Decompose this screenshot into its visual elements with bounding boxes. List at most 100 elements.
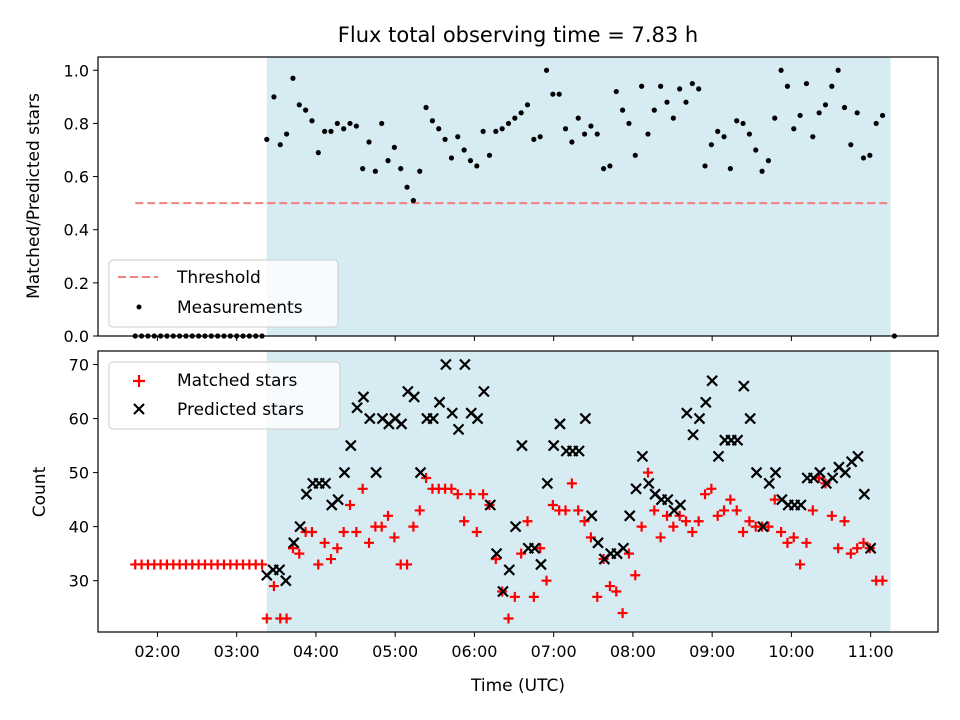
predicted-point	[484, 499, 497, 511]
measurement-point	[664, 99, 670, 105]
predicted-point	[516, 439, 528, 452]
measurement-point	[746, 131, 752, 137]
matched-point	[611, 586, 622, 597]
matched-point	[769, 494, 780, 505]
predicted-point	[674, 499, 687, 511]
matched-point	[383, 510, 394, 521]
measurement-point	[372, 168, 378, 174]
matched-point	[681, 516, 691, 527]
predicted-point	[446, 407, 459, 419]
top-axes-frame	[97, 56, 939, 337]
predicted-point	[273, 564, 286, 576]
matched-point	[357, 483, 368, 494]
predicted-point	[414, 466, 427, 479]
matched-legend-label: Matched stars	[177, 371, 297, 391]
bottom-panel: 30 40 50 60 70 02:00 03:00 04:00 05:00 06:00 07:0…	[30, 350, 939, 696]
measurement-point	[543, 67, 550, 73]
measurement-point	[816, 110, 822, 116]
predicted-point	[573, 445, 585, 457]
predicted-point	[592, 537, 604, 549]
measurement-point	[848, 142, 854, 148]
matched-point	[421, 472, 432, 483]
measurement-point	[385, 158, 391, 164]
top-x-ticks	[156, 336, 872, 341]
matched-point	[700, 489, 711, 500]
matched-point	[261, 613, 272, 624]
measurement-point	[734, 118, 740, 124]
measurement-point	[645, 131, 651, 137]
predicted-point	[319, 477, 332, 490]
measurement-point	[448, 155, 455, 161]
matched-point	[338, 527, 349, 538]
matched-point	[459, 516, 470, 527]
top-legend-box	[108, 259, 339, 328]
matched-point	[547, 500, 558, 511]
x-tick-label: 11:00	[848, 642, 894, 661]
matched-point	[668, 521, 679, 532]
predicted-point	[471, 412, 484, 425]
measurement-point	[423, 104, 429, 111]
predicted-point	[440, 358, 452, 371]
predicted-point	[497, 585, 509, 598]
measurement-point	[404, 184, 410, 190]
measurement-point	[677, 86, 683, 92]
measurement-point	[334, 120, 340, 127]
measurement-point	[322, 128, 328, 134]
predicted-legend-label: Predicted stars	[177, 400, 304, 420]
predicted-point	[452, 423, 465, 436]
bottom-legend-box	[108, 361, 341, 430]
predicted-point	[345, 439, 357, 452]
matched-point	[807, 505, 818, 516]
matched-point	[560, 505, 571, 516]
matched-point	[325, 554, 336, 565]
measurement-point	[727, 166, 733, 172]
matched-point	[389, 532, 400, 543]
matched-point	[617, 608, 628, 619]
matched-point	[649, 505, 660, 516]
matched-point	[313, 559, 324, 570]
predicted-point	[338, 466, 351, 479]
top-y-axis-label: Matched/Predicted stars	[24, 93, 44, 299]
measurement-point	[436, 126, 442, 132]
matched-point	[833, 543, 844, 554]
measurement-point	[486, 152, 493, 158]
matched-point	[719, 505, 730, 516]
x-tick-label: 03:00	[214, 642, 260, 661]
predicted-point	[332, 493, 344, 506]
measurement-point	[772, 115, 778, 121]
predicted-point	[795, 499, 807, 511]
measurement-point	[493, 128, 499, 134]
matched-point	[281, 613, 292, 624]
matched-point	[706, 483, 717, 494]
measurement-point	[715, 128, 721, 134]
measurement-point	[442, 136, 448, 142]
y-tick-label: 50	[69, 464, 89, 483]
y-tick-label: 0.6	[64, 168, 89, 187]
predicted-point	[617, 542, 630, 555]
measurement-point	[753, 147, 759, 153]
measurement-point	[391, 144, 397, 150]
matched-point	[738, 527, 749, 538]
measurement-point	[505, 120, 512, 127]
measurement-point	[531, 136, 537, 142]
predicted-point	[585, 510, 598, 522]
measurement-point	[398, 166, 404, 172]
matched-point	[852, 543, 863, 554]
predicted-point	[769, 466, 782, 479]
measurement-point	[284, 131, 290, 137]
measurement-point	[803, 80, 810, 87]
measurement-point	[620, 107, 626, 113]
measurement-point	[740, 120, 746, 127]
measurement-point	[822, 102, 829, 108]
measurement-point	[759, 168, 765, 174]
matched-point	[776, 527, 787, 538]
measurement-point	[867, 152, 873, 158]
predicted-point	[642, 477, 655, 490]
bottom-axes-frame	[97, 350, 939, 633]
matched-point	[674, 510, 685, 521]
x-axis-label: Time (UTC)	[470, 676, 565, 696]
predicted-point	[864, 542, 877, 555]
measurement-point	[632, 152, 638, 158]
measurement-point	[778, 67, 784, 73]
